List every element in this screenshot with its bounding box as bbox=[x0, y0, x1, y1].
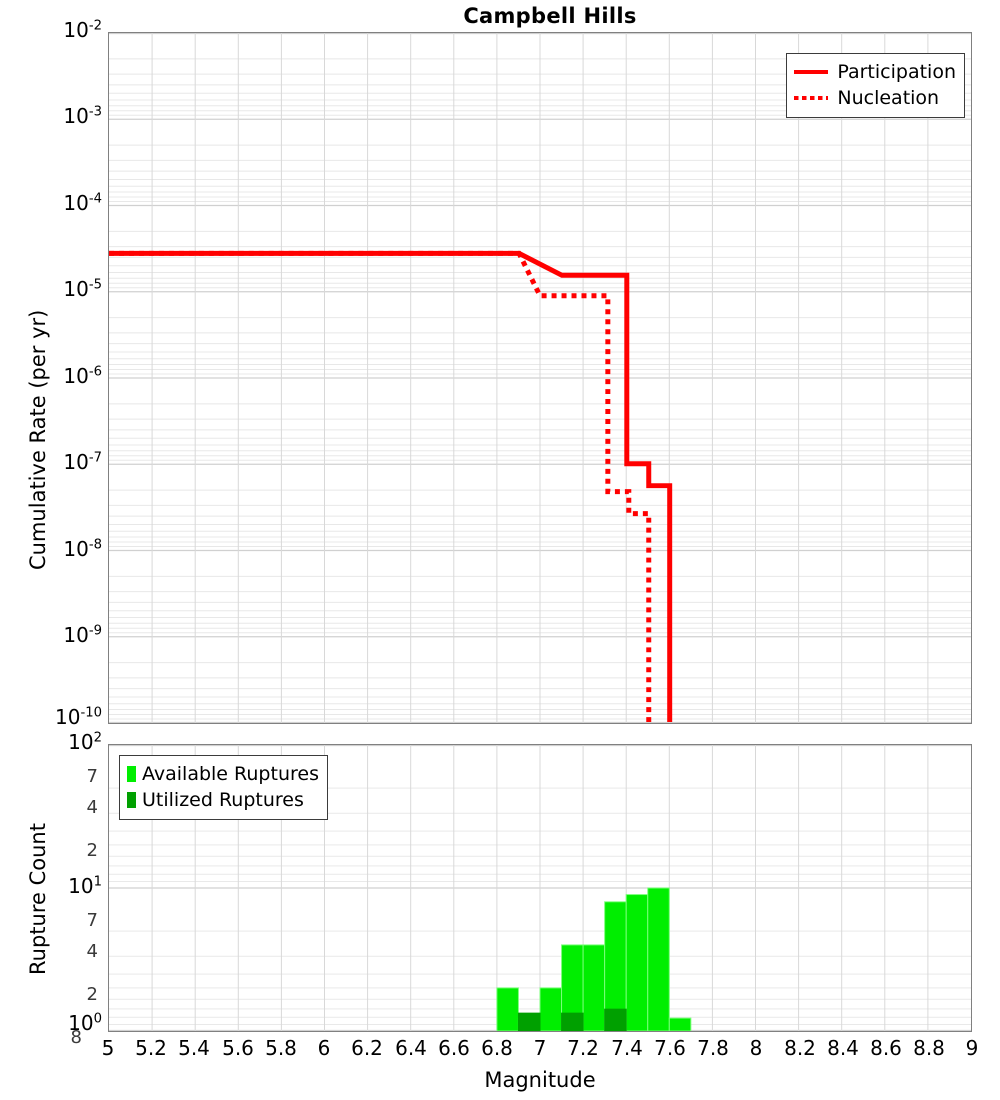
xtick-9: 6.8 bbox=[481, 1036, 513, 1060]
available-ruptures-bars bbox=[496, 887, 670, 1031]
ytick-bottom-major-0: 102 bbox=[68, 730, 102, 754]
ytick-top-0: 10-2 bbox=[63, 18, 102, 42]
available-ruptures-swatch-icon bbox=[127, 766, 136, 782]
legend-item-available-ruptures[interactable]: Available Ruptures bbox=[127, 761, 319, 787]
ytick-top-8: 10-10 bbox=[55, 705, 102, 729]
ytick-top-7: 10-9 bbox=[63, 623, 102, 647]
xtick-17: 8.4 bbox=[827, 1036, 859, 1060]
xtick-19: 8.8 bbox=[913, 1036, 945, 1060]
rupture-count-plot: Available Ruptures Utilized Ruptures bbox=[108, 744, 972, 1032]
legend-item-utilized-ruptures[interactable]: Utilized Ruptures bbox=[127, 787, 319, 813]
legend-item-nucleation[interactable]: Nucleation bbox=[794, 85, 956, 111]
ytick-bottom-minor-4b: 4 bbox=[86, 941, 98, 962]
page-title: Campbell Hills bbox=[463, 4, 637, 28]
xtick-10: 7 bbox=[533, 1036, 547, 1060]
xtick-4: 5.8 bbox=[265, 1036, 297, 1060]
xtick-20: 9 bbox=[965, 1036, 979, 1060]
xtick-0: 5 bbox=[101, 1036, 115, 1060]
ytick-top-3: 10-5 bbox=[63, 277, 102, 301]
ytick-top-1: 10-3 bbox=[63, 104, 102, 128]
solid-line-icon bbox=[794, 70, 829, 74]
top-plot-legend[interactable]: Participation Nucleation bbox=[786, 53, 965, 118]
xaxis-label: Magnitude bbox=[484, 1068, 596, 1092]
ytick-top-2: 10-4 bbox=[63, 191, 102, 215]
bottom-plot-legend[interactable]: Available Ruptures Utilized Ruptures bbox=[119, 755, 328, 820]
utilized-ruptures-swatch-icon bbox=[127, 792, 136, 808]
ytick-bottom-minor-4a: 4 bbox=[86, 797, 98, 818]
ytick-bottom-minor-2a: 2 bbox=[86, 840, 98, 861]
legend-label-participation: Participation bbox=[837, 61, 956, 83]
xtick-5: 6 bbox=[317, 1036, 331, 1060]
ytick-bottom-major-1: 101 bbox=[68, 874, 102, 898]
xtick-14: 7.8 bbox=[697, 1036, 729, 1060]
ytick-bottom-minor-8: 8 bbox=[70, 1027, 82, 1048]
top-panel-ylabel: Cumulative Rate (per yr) bbox=[26, 309, 50, 570]
nucleation-curve bbox=[109, 250, 652, 723]
dotted-line-icon bbox=[794, 96, 829, 100]
xtick-2: 5.4 bbox=[178, 1036, 210, 1060]
ytick-bottom-major-2: 100 bbox=[68, 1011, 102, 1035]
xtick-8: 6.6 bbox=[438, 1036, 470, 1060]
top-plot-gridlines bbox=[109, 33, 971, 723]
legend-item-participation[interactable]: Participation bbox=[794, 59, 956, 85]
xtick-13: 7.6 bbox=[654, 1036, 686, 1060]
top-plot-curves bbox=[109, 250, 673, 723]
participation-curve bbox=[109, 250, 673, 723]
ytick-bottom-minor-2b: 2 bbox=[86, 984, 98, 1005]
xtick-1: 5.2 bbox=[135, 1036, 167, 1060]
xtick-15: 8 bbox=[749, 1036, 763, 1060]
legend-label-utilized-ruptures: Utilized Ruptures bbox=[142, 789, 304, 811]
cumulative-rate-plot: Participation Nucleation bbox=[108, 32, 972, 724]
xtick-12: 7.4 bbox=[611, 1036, 643, 1060]
legend-label-nucleation: Nucleation bbox=[837, 87, 940, 109]
ytick-top-5: 10-7 bbox=[63, 450, 102, 474]
bottom-plot-bars bbox=[496, 887, 692, 1031]
xtick-11: 7.2 bbox=[567, 1036, 599, 1060]
xtick-6: 6.2 bbox=[351, 1036, 383, 1060]
xtick-7: 6.4 bbox=[395, 1036, 427, 1060]
xtick-16: 8.2 bbox=[784, 1036, 816, 1060]
ytick-top-4: 10-6 bbox=[63, 364, 102, 388]
legend-label-available-ruptures: Available Ruptures bbox=[142, 763, 319, 785]
ytick-bottom-minor-7a: 7 bbox=[86, 766, 98, 787]
utilized-ruptures-bars bbox=[517, 1008, 627, 1031]
ytick-top-6: 10-8 bbox=[63, 537, 102, 561]
xtick-3: 5.6 bbox=[222, 1036, 254, 1060]
xtick-18: 8.6 bbox=[870, 1036, 902, 1060]
ytick-bottom-minor-7b: 7 bbox=[86, 910, 98, 931]
